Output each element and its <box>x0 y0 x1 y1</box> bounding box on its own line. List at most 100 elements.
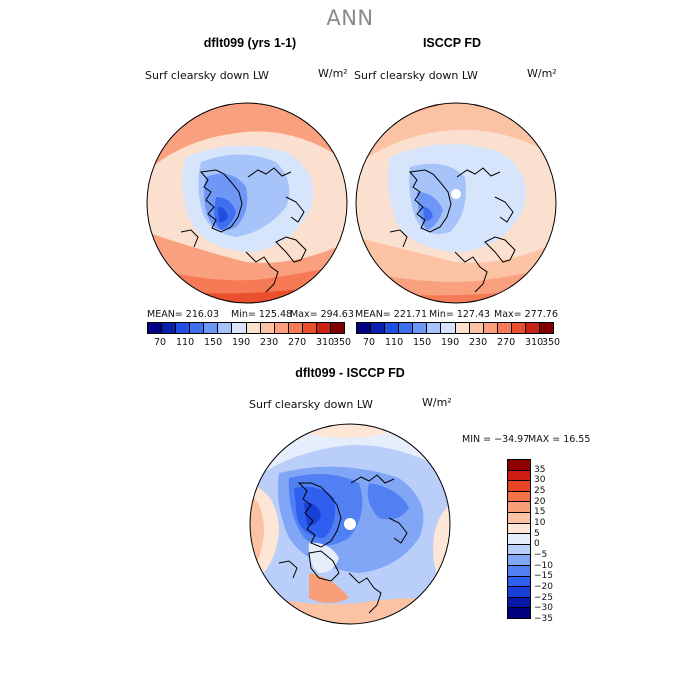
left-colorbar-ticks: 70 110 150 190 230 270 310 350 <box>147 337 351 349</box>
diff-colorbar-ticks: 35 30 25 20 15 10 5 0 −5 −10 −15 −20 −25… <box>534 459 574 624</box>
colorbar-swatch <box>525 323 541 333</box>
colorbar-swatch <box>260 323 275 333</box>
colorbar-swatch <box>162 323 177 333</box>
right-max-value: Max= 277.76 <box>494 309 558 320</box>
colorbar-swatch <box>508 512 530 524</box>
colorbar-swatch <box>357 323 372 333</box>
colorbar-swatch <box>508 470 530 482</box>
right-colorbar-tick: 70 <box>363 337 376 348</box>
left-colorbar-tick: 230 <box>260 337 279 348</box>
right-colorbar-tick: 150 <box>413 337 432 348</box>
diff-colorbar-tick: 35 <box>534 465 546 475</box>
diff-colorbar-tick: −20 <box>534 582 553 592</box>
right-units-label: W/m² <box>527 67 557 80</box>
colorbar-swatch <box>288 323 303 333</box>
diff-max-value: MAX = 16.55 <box>528 434 591 445</box>
left-panel-title: dflt099 (yrs 1-1) <box>203 36 297 50</box>
diff-colorbar-tick: 25 <box>534 486 546 496</box>
right-colorbar-tick: 230 <box>469 337 488 348</box>
diff-colorbar-tick: 0 <box>534 539 540 549</box>
left-units-label: W/m² <box>318 67 348 80</box>
left-colorbar-tick: 110 <box>176 337 195 348</box>
left-min-value: Min= 125.48 <box>231 309 293 320</box>
colorbar-swatch <box>469 323 484 333</box>
figure-title: ANN <box>326 6 374 30</box>
right-colorbar-ticks: 70 110 150 190 230 270 310 350 <box>356 337 560 349</box>
colorbar-swatch <box>508 491 530 503</box>
diff-colorbar-tick: 20 <box>534 497 546 507</box>
colorbar-swatch <box>511 323 526 333</box>
colorbar-swatch <box>399 323 414 333</box>
diff-panel-title: dflt099 - ISCCP FD <box>295 366 405 380</box>
left-colorbar-tick: 270 <box>288 337 307 348</box>
diff-colorbar-tick: −30 <box>534 603 553 613</box>
colorbar-swatch <box>413 323 428 333</box>
colorbar-swatch <box>148 323 163 333</box>
colorbar-swatch <box>508 544 530 556</box>
right-variable-label: Surf clearsky down LW <box>354 69 478 82</box>
colorbar-swatch <box>540 323 554 333</box>
colorbar-swatch <box>508 565 530 577</box>
right-mean-value: MEAN= 221.71 <box>355 309 428 320</box>
colorbar-swatch <box>508 523 530 535</box>
right-colorbar <box>356 322 554 334</box>
left-colorbar-tick: 190 <box>232 337 251 348</box>
diff-colorbar-tick: 10 <box>534 518 546 528</box>
colorbar-swatch <box>246 323 261 333</box>
left-colorbar-tick: 350 <box>332 337 352 348</box>
colorbar-swatch <box>371 323 386 333</box>
colorbar-swatch <box>204 323 219 333</box>
right-panel-title: ISCCP FD <box>422 36 482 50</box>
diff-colorbar-tick: 5 <box>534 529 540 539</box>
diff-min-value: MIN = −34.97 <box>462 434 530 445</box>
colorbar-swatch <box>316 323 332 333</box>
colorbar-swatch <box>441 323 456 333</box>
left-colorbar <box>147 322 345 334</box>
left-colorbar-tick: 150 <box>204 337 223 348</box>
colorbar-swatch <box>508 502 530 513</box>
colorbar-swatch <box>232 323 247 333</box>
colorbar-swatch <box>302 323 317 333</box>
left-variable-label: Surf clearsky down LW <box>145 69 269 82</box>
colorbar-swatch <box>508 587 530 598</box>
diff-colorbar-tick: 30 <box>534 475 546 485</box>
colorbar-swatch <box>508 460 530 471</box>
right-colorbar-tick: 190 <box>441 337 460 348</box>
colorbar-swatch <box>176 323 191 333</box>
left-polar-map <box>146 102 348 304</box>
colorbar-swatch <box>218 323 233 333</box>
colorbar-swatch <box>483 323 498 333</box>
left-max-value: Max= 294.63 <box>290 309 354 320</box>
colorbar-swatch <box>508 534 530 545</box>
diff-colorbar-tick: −5 <box>534 550 548 560</box>
diff-colorbar <box>507 459 531 619</box>
right-colorbar-tick: 310 <box>525 337 544 348</box>
diff-colorbar-tick: −35 <box>534 614 553 624</box>
diff-colorbar-tick: −10 <box>534 561 553 571</box>
colorbar-swatch <box>497 323 512 333</box>
colorbar-swatch <box>385 323 400 333</box>
colorbar-swatch <box>190 323 205 333</box>
diff-variable-label: Surf clearsky down LW <box>249 398 373 411</box>
diff-units-label: W/m² <box>422 396 452 409</box>
right-min-value: Min= 127.43 <box>429 309 491 320</box>
colorbar-swatch <box>508 597 530 609</box>
diff-polar-map <box>249 423 451 625</box>
right-colorbar-tick: 110 <box>385 337 404 348</box>
right-colorbar-tick: 350 <box>541 337 561 348</box>
colorbar-swatch <box>508 555 530 566</box>
diff-colorbar-tick: −15 <box>534 571 553 581</box>
colorbar-swatch <box>508 481 530 492</box>
diff-colorbar-tick: −25 <box>534 593 553 603</box>
left-colorbar-tick: 70 <box>154 337 167 348</box>
right-colorbar-tick: 270 <box>497 337 516 348</box>
colorbar-swatch <box>427 323 442 333</box>
colorbar-swatch <box>455 323 470 333</box>
colorbar-swatch <box>508 576 530 588</box>
diff-colorbar-tick: 15 <box>534 507 546 517</box>
left-colorbar-tick: 310 <box>316 337 335 348</box>
left-mean-value: MEAN= 216.03 <box>147 309 220 320</box>
colorbar-swatch <box>508 608 530 618</box>
colorbar-swatch <box>331 323 345 333</box>
right-polar-map <box>355 102 557 304</box>
